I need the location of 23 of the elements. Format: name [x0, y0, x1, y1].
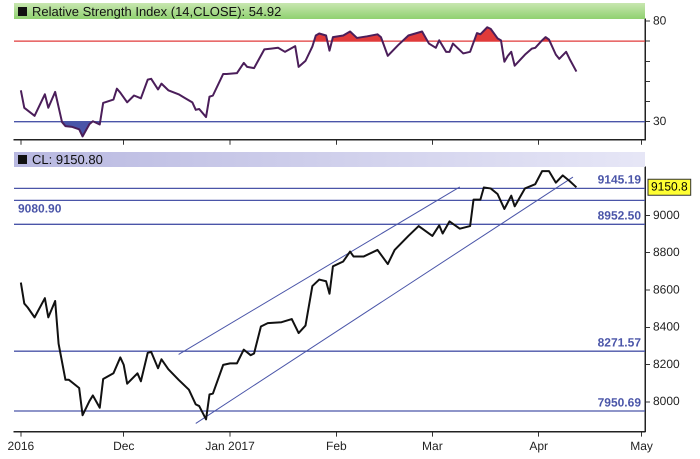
x-tick-label: 2016 [8, 439, 35, 454]
ref-line-label: 8952.50 [598, 208, 642, 223]
ref-line-label: 9080.90 [18, 202, 62, 216]
y-tick-label: 8600 [653, 282, 680, 296]
y-tick-label: 9000 [653, 208, 680, 222]
ref-line-label: 8271.57 [598, 335, 642, 350]
text: 9150.8 [651, 180, 688, 194]
x-tick-label: May [630, 439, 653, 454]
y-tick-label: 8200 [653, 356, 680, 371]
y-tick-label: 8000 [653, 394, 680, 408]
y-tick-label: 80 [653, 13, 667, 28]
chart-title: Relative Strength Index (14,CLOSE): 54.92 [32, 4, 282, 18]
chart-title: CL: 9150.80 [32, 152, 103, 167]
y-tick-label: 30 [653, 114, 667, 128]
x-tick-label: Feb [326, 439, 348, 454]
x-tick-label: Jan 2017 [205, 439, 256, 454]
ref-line-label: 9145.19 [598, 172, 642, 187]
y-tick-label: 8800 [653, 245, 680, 260]
ref-line-label: 7950.69 [598, 395, 642, 410]
x-tick-label: Mar [422, 439, 443, 454]
y-tick-label: 8400 [653, 320, 680, 334]
x-tick-label: Dec [113, 439, 134, 454]
x-tick-label: Apr [529, 439, 548, 454]
